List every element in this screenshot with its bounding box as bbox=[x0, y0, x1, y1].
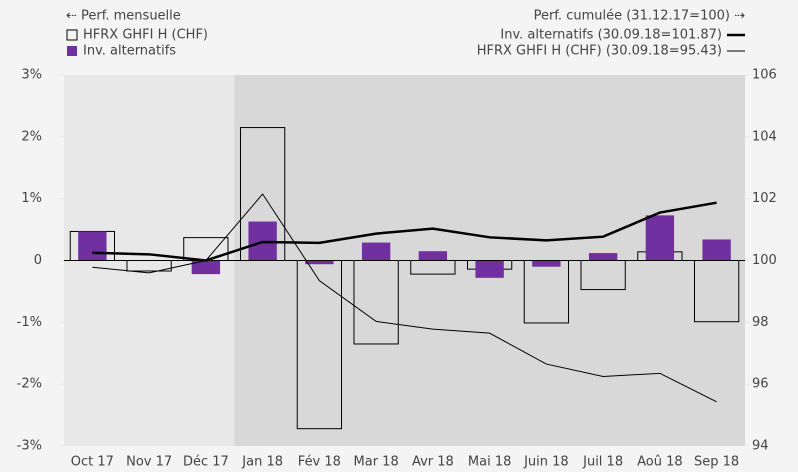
bar bbox=[475, 260, 504, 278]
y2-tick-label: 100 bbox=[752, 253, 777, 268]
x-tick-label: Déc 17 bbox=[183, 455, 229, 470]
y-tick-label: 2% bbox=[21, 129, 42, 144]
legend-label: Inv. alternatifs bbox=[83, 44, 176, 59]
y-tick-label: 3% bbox=[21, 68, 42, 83]
line bbox=[92, 201, 717, 262]
y2-tick-label: 98 bbox=[752, 315, 769, 330]
x-tick-label: Aoû 18 bbox=[637, 455, 683, 470]
bar bbox=[702, 239, 731, 261]
legend-label: HFRX GHFI H (CHF) (30.09.18=95.43) bbox=[477, 44, 722, 59]
y-tick-label: 0 bbox=[34, 253, 42, 268]
bar bbox=[191, 260, 221, 275]
line bbox=[92, 193, 717, 403]
y-tick-label: -3% bbox=[17, 439, 42, 454]
x-tick-label: Mai 18 bbox=[468, 455, 511, 470]
bar bbox=[532, 260, 561, 267]
legend-label: HFRX GHFI H (CHF) bbox=[83, 28, 208, 43]
legend-right-title: Perf. cumulée (31.12.17=100) ⇢ bbox=[534, 9, 746, 24]
y2-tick-label: 96 bbox=[752, 377, 769, 392]
y2-tick-label: 94 bbox=[752, 439, 769, 454]
x-tick-label: Sep 18 bbox=[694, 455, 739, 470]
bar bbox=[588, 253, 618, 261]
bar bbox=[418, 251, 448, 261]
bar bbox=[361, 242, 391, 261]
legend-label: Inv. alternatifs (30.09.18=101.87) bbox=[500, 28, 722, 43]
x-tick-label: Juin 18 bbox=[523, 455, 569, 470]
bar bbox=[305, 260, 334, 265]
bar bbox=[78, 231, 107, 261]
x-tick-label: Avr 18 bbox=[412, 455, 454, 470]
y-tick-label: -1% bbox=[17, 315, 42, 330]
y2-tick-label: 106 bbox=[752, 68, 777, 83]
x-tick-label: Nov 17 bbox=[126, 455, 172, 470]
legend-swatch bbox=[66, 29, 78, 41]
x-tick-label: Fév 18 bbox=[298, 455, 341, 470]
x-tick-label: Jan 18 bbox=[241, 455, 283, 470]
x-tick-label: Juil 18 bbox=[582, 455, 623, 470]
y2-tick-label: 102 bbox=[752, 191, 777, 206]
legend-left-title: ⇠ Perf. mensuelle bbox=[66, 9, 181, 24]
x-tick-label: Mar 18 bbox=[354, 455, 399, 470]
x-tick-label: Oct 17 bbox=[71, 455, 114, 470]
y-tick-label: -2% bbox=[17, 377, 42, 392]
y-tick-label: 1% bbox=[21, 191, 42, 206]
legend-swatch bbox=[67, 46, 77, 56]
bar bbox=[645, 215, 675, 261]
y2-tick-label: 104 bbox=[752, 129, 777, 144]
